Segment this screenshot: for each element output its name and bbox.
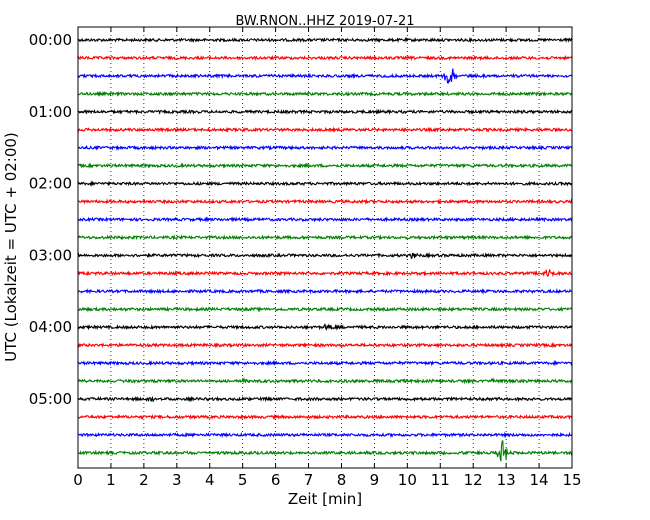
trace-line — [77, 126, 573, 134]
trace-line — [77, 431, 573, 439]
chart-title: BW.RNON..HHZ 2019-07-21 — [235, 14, 414, 29]
trace-line — [77, 440, 573, 462]
x-tick-label: 1 — [106, 471, 116, 489]
x-tick-label: 4 — [205, 471, 215, 489]
trace-line — [77, 413, 573, 421]
x-tick-label: 2 — [139, 471, 149, 489]
x-tick-label: 9 — [370, 471, 380, 489]
trace-line — [77, 234, 572, 241]
y-tick-label: 02:00 — [29, 175, 72, 193]
y-tick-label: 00:00 — [29, 31, 72, 49]
trace-line — [77, 180, 573, 187]
x-tick-label: 10 — [398, 471, 417, 489]
y-tick-label: 01:00 — [29, 103, 72, 121]
trace-line — [77, 359, 573, 367]
x-tick-label: 12 — [464, 471, 483, 489]
x-tick-label: 5 — [238, 471, 248, 489]
trace-line — [77, 341, 573, 349]
trace-line — [77, 90, 573, 97]
x-tick-label: 11 — [431, 471, 450, 489]
y-axis-label: UTC (Lokalzeit = UTC + 02:00) — [2, 132, 20, 362]
y-tick-label: 04:00 — [29, 318, 72, 336]
grid-lines — [110, 27, 540, 468]
trace-line — [77, 376, 573, 385]
trace-line — [77, 198, 573, 205]
trace-line — [77, 54, 573, 62]
trace-line — [77, 323, 573, 331]
trace-line — [77, 144, 573, 151]
trace-line — [77, 68, 573, 84]
plot-frame — [77, 26, 573, 469]
x-tick-label: 6 — [271, 471, 281, 489]
trace-line — [77, 216, 573, 223]
y-axis-ticks: 00:00 01:00 02:00 03:00 04:00 05:00 — [29, 31, 572, 408]
x-tick-label: 3 — [172, 471, 182, 489]
trace-line — [77, 162, 573, 169]
trace-line — [77, 108, 573, 115]
trace-line — [77, 252, 573, 259]
trace-group — [77, 36, 573, 462]
y-tick-label: 05:00 — [29, 390, 72, 408]
trace-line — [77, 305, 573, 313]
x-tick-label: 8 — [337, 471, 347, 489]
trace-line — [77, 288, 573, 295]
x-tick-label: 14 — [530, 471, 549, 489]
x-tick-label: 7 — [304, 471, 314, 489]
x-axis-label: Zeit [min] — [288, 490, 362, 508]
y-tick-label: 03:00 — [29, 246, 72, 264]
x-tick-label: 13 — [497, 471, 516, 489]
trace-line — [77, 269, 573, 278]
x-tick-label: 0 — [73, 471, 83, 489]
x-tick-label: 15 — [562, 471, 581, 489]
trace-line — [77, 36, 573, 44]
trace-line — [77, 395, 573, 403]
x-axis-ticks: 0 1 2 3 4 5 6 7 8 9 10 11 12 13 14 15 — [73, 27, 582, 489]
